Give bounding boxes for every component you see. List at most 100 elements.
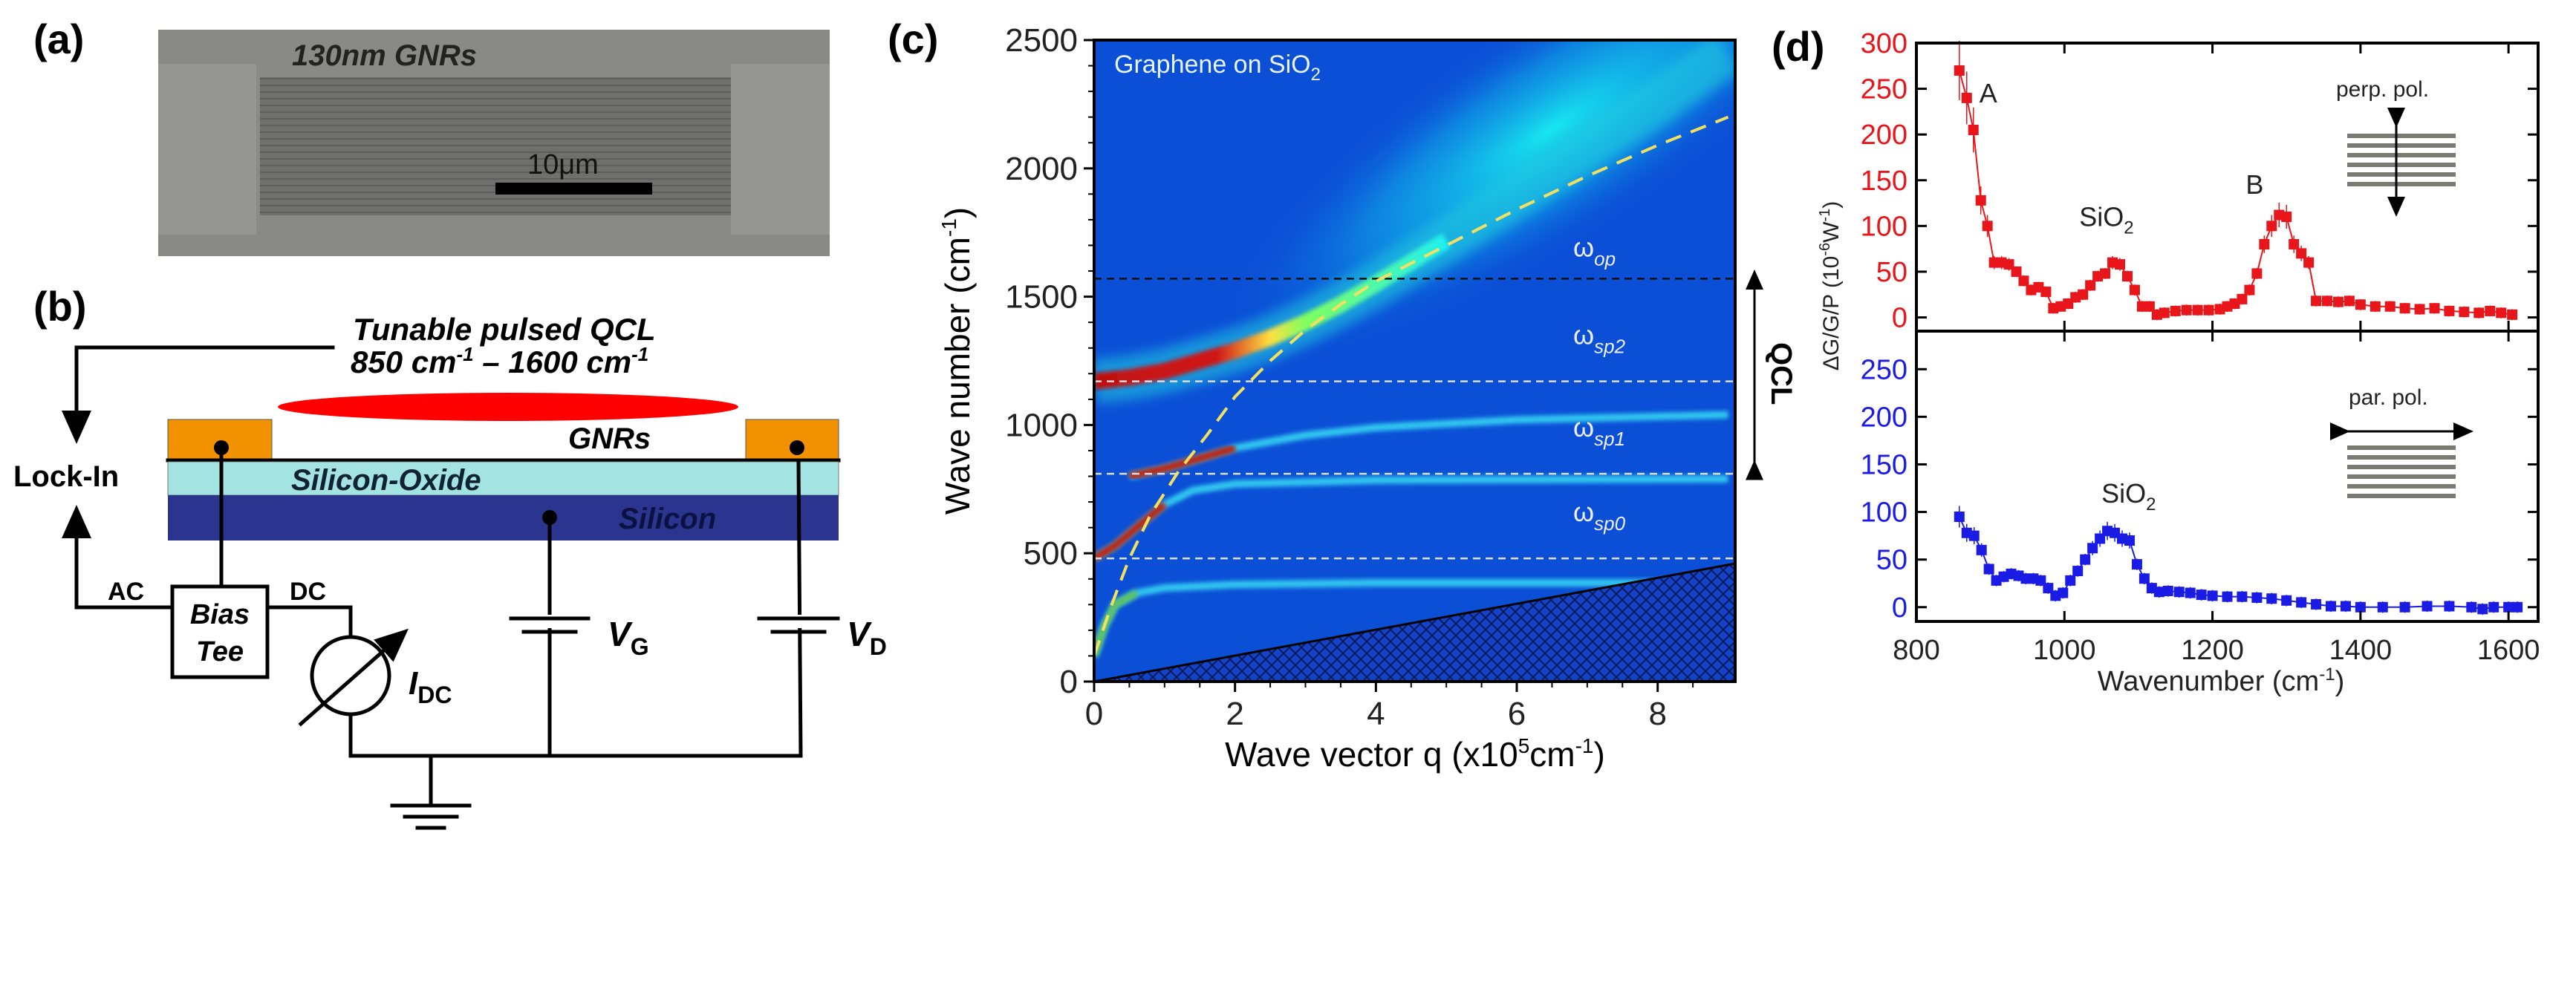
laser-label: Tunable pulsed QCL (353, 312, 656, 347)
contact-pad-left (158, 64, 256, 235)
data-point (2058, 587, 2069, 598)
y-tick-label: 1000 (1005, 407, 1078, 443)
data-point (2153, 587, 2164, 598)
data-point (2011, 266, 2022, 277)
grating-line (2347, 182, 2456, 186)
data-point (2512, 601, 2523, 613)
data-point (2131, 559, 2142, 570)
y-tick-label: 50 (1876, 545, 1907, 576)
data-point (2251, 268, 2263, 279)
data-point (2121, 271, 2133, 282)
data-point (2080, 554, 2091, 565)
data-point (1954, 65, 1965, 76)
hline-label-sp2: ωsp2 (1573, 320, 1626, 358)
panel-label-c: (c) (888, 16, 938, 62)
contact-pad-right (731, 64, 830, 235)
polarization-label: perp. pol. (2336, 77, 2429, 102)
data-point (2503, 601, 2514, 613)
data-point (1968, 125, 1979, 136)
data-point (2289, 238, 2300, 249)
data-point (2040, 287, 2052, 298)
panel-label-d: (d) (1772, 23, 1825, 70)
y-tick-label: 100 (1861, 211, 1907, 242)
data-point (2311, 598, 2322, 610)
y-tick-label: 150 (1861, 449, 1907, 480)
data-point (2384, 301, 2396, 312)
data-point (2244, 284, 2255, 295)
data-point (2496, 307, 2507, 319)
data-point (2332, 296, 2344, 307)
data-point (1983, 564, 1994, 575)
y-tick-label: 200 (1861, 402, 1907, 433)
vg-label: VG (608, 615, 649, 660)
data-point (2266, 593, 2277, 604)
data-point (2281, 212, 2292, 223)
data-point (2355, 299, 2366, 310)
y-tick-label: 500 (1024, 535, 1078, 572)
data-point (2196, 590, 2207, 601)
scale-bar-text: 10μm (527, 149, 599, 180)
data-point (2477, 604, 2488, 615)
data-point (2266, 221, 2277, 232)
data-point (2085, 280, 2096, 291)
data-point (2344, 295, 2355, 307)
y-tick-label: 2500 (1005, 22, 1078, 59)
data-point (2251, 592, 2263, 603)
data-point (2377, 601, 2388, 613)
y-tick-label: 0 (1892, 592, 1907, 624)
y-tick-label: 0 (1892, 303, 1907, 334)
hline-label-sp0: ωsp0 (1573, 497, 1626, 535)
data-point (2087, 543, 2098, 554)
x-tick-label: 1200 (2181, 635, 2244, 666)
data-point (2473, 307, 2485, 319)
annotation-label: SiO2 (2079, 201, 2133, 238)
ground-icon (390, 754, 472, 830)
series-line-0 (1958, 70, 2513, 316)
y-axis-label: ΔG/G/P (10-6W-1) (1817, 201, 1844, 370)
data-point (2170, 305, 2181, 316)
data-point (2138, 573, 2150, 584)
y-tick-label: 300 (1861, 28, 1907, 59)
data-point (2173, 587, 2185, 598)
y-tick-label: 50 (1876, 257, 1907, 288)
x-axis-label: Wavenumber (cm-1) (2098, 664, 2344, 697)
x-tick-label: 1400 (2329, 635, 2393, 666)
data-point (2162, 585, 2173, 596)
data-point (2237, 293, 2248, 304)
data-point (2399, 303, 2410, 314)
data-point (2399, 601, 2410, 613)
x-tick-label: 6 (1508, 696, 1526, 732)
annotation-label: SiO2 (2101, 478, 2156, 515)
data-point (2355, 601, 2366, 613)
data-point (2281, 595, 2292, 606)
heatmap-area (1094, 40, 1735, 682)
data-point (1975, 195, 1986, 206)
data-point (2340, 601, 2351, 612)
grating-line (2347, 153, 2456, 157)
oxide-label: Silicon-Oxide (291, 464, 481, 497)
data-point (2485, 305, 2496, 316)
vd-label: VD (847, 615, 887, 660)
chart-title: Graphene on SiO2 (1114, 50, 1321, 85)
x-tick-label: 0 (1085, 696, 1103, 732)
x-tick-label: 2 (1226, 696, 1243, 732)
y-tick-label: 250 (1861, 354, 1907, 385)
plot-frame (1093, 39, 1737, 683)
y-tick-label: 1500 (1005, 279, 1078, 316)
grating-line (2347, 445, 2456, 450)
data-point (2444, 601, 2455, 612)
y-tick-label: 0 (1060, 664, 1078, 700)
data-point (2159, 307, 2170, 319)
data-point (2303, 257, 2315, 268)
data-point (2203, 304, 2214, 316)
sem-image: 10μm 130nm GNRs (158, 30, 830, 256)
data-point (2100, 268, 2111, 279)
y-tick-label: 250 (1861, 74, 1907, 105)
idc-label: IDC (409, 665, 452, 708)
data-point (2259, 238, 2270, 249)
bias-tee-label-2: Tee (196, 636, 244, 667)
data-point (2185, 587, 2196, 598)
data-point (2444, 305, 2455, 316)
grating-line (2347, 474, 2456, 479)
